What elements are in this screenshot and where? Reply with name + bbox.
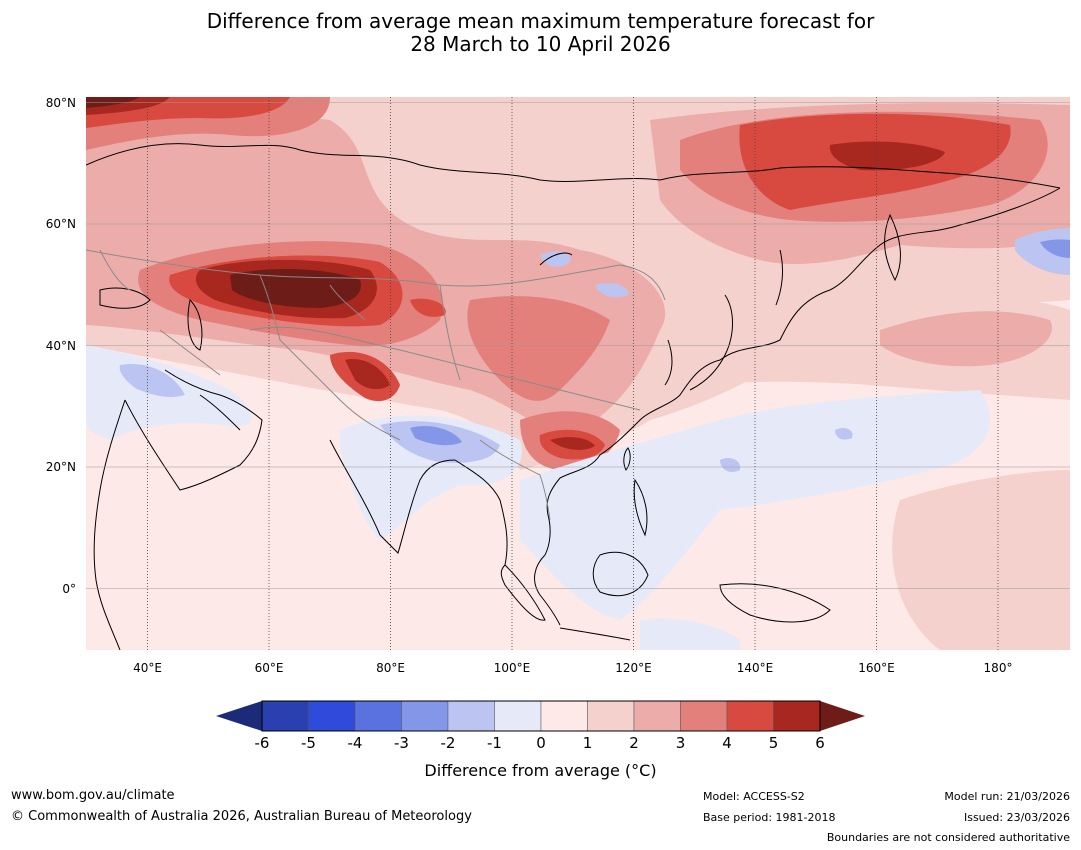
anomaly-region-plus5-siberia — [829, 141, 945, 171]
lon-tick-label: 80°E — [376, 661, 405, 675]
colorbar-extend-low — [216, 701, 262, 731]
footer-model: Model: ACCESS-S2 — [703, 790, 805, 803]
colorbar-segment — [726, 700, 774, 732]
lat-tick-label: 0° — [62, 582, 76, 596]
colorbar-segment — [494, 700, 542, 732]
map-title: Difference from average mean maximum tem… — [0, 10, 1081, 56]
title-line-2: 28 March to 10 April 2026 — [410, 32, 671, 56]
latitude-axis: 80°N 60°N 40°N 20°N 0° — [46, 96, 76, 596]
colorbar-segment — [633, 700, 681, 732]
colorbar-segment — [447, 700, 495, 732]
lat-tick-label: 60°N — [46, 217, 76, 231]
colorbar-tick-label: 2 — [629, 734, 639, 752]
anomaly-region-plus3-china — [467, 296, 610, 401]
colorbar-tick-label: -1 — [487, 734, 502, 752]
lat-tick-label: 40°N — [46, 339, 76, 353]
anomaly-region-plus6-central — [230, 268, 361, 308]
colorbar-segment — [354, 700, 402, 732]
anomaly-region-minus1-indonesia — [640, 618, 740, 650]
colorbar-tick-label: -5 — [301, 734, 316, 752]
lon-tick-label: 40°E — [133, 661, 162, 675]
colorbar-tick-label: 1 — [583, 734, 593, 752]
lon-tick-label: 140°E — [737, 661, 774, 675]
colorbar-extend-high — [820, 701, 865, 731]
colorbar-tick-label: 0 — [536, 734, 546, 752]
anomaly-region-minus2-pacific-2 — [835, 427, 853, 440]
footer-model-run: Model run: 21/03/2026 — [944, 790, 1070, 803]
footer-base-period: Base period: 1981-2018 — [703, 811, 836, 824]
colorbar-tick-label: -4 — [348, 734, 363, 752]
colorbar-frame — [261, 700, 821, 732]
anomaly-region-plus5-southchina — [550, 437, 595, 450]
colorbar-segment — [261, 700, 309, 732]
footer-url[interactable]: www.bom.gov.au/climate — [11, 788, 175, 803]
colorbar-segment — [308, 700, 356, 732]
colorbar-segment — [401, 700, 449, 732]
country-boundaries — [86, 249, 666, 521]
colorbar-tick-label: -6 — [255, 734, 270, 752]
anomaly-region-minus2-mongolia — [540, 251, 571, 267]
lon-tick-label: 180° — [984, 661, 1013, 675]
colorbar-segment — [540, 700, 588, 732]
map-panel — [86, 97, 1070, 650]
colorbar-tick-label: 4 — [722, 734, 732, 752]
anomaly-region-minus2-arabia — [119, 364, 185, 398]
footer-issued: Issued: 23/03/2026 — [963, 811, 1070, 824]
colorbar: -6 -5 -4 -3 -2 -1 0 1 2 3 4 5 6 — [216, 700, 865, 752]
anomaly-region-plus5-himalaya — [345, 359, 390, 390]
colorbar-segment — [680, 700, 728, 732]
lon-tick-label: 160°E — [858, 661, 895, 675]
colorbar-tick-label: -2 — [441, 734, 456, 752]
anomaly-region-minus2-manchuria — [595, 283, 629, 298]
anomaly-region-minus3-india — [410, 425, 462, 446]
latitude-gridlines — [86, 102, 1070, 589]
title-line-1: Difference from average mean maximum tem… — [206, 9, 875, 33]
colorbar-tick-label: 6 — [815, 734, 825, 752]
longitude-gridlines — [147, 97, 999, 650]
lat-tick-label: 80°N — [46, 96, 76, 110]
colorbar-label: Difference from average (°C) — [424, 761, 657, 780]
longitude-axis: 40°E 60°E 80°E 100°E 120°E 140°E 160°E 1… — [133, 661, 1012, 675]
lat-tick-label: 20°N — [46, 460, 76, 474]
colorbar-segment — [773, 700, 821, 732]
colorbar-segment — [587, 700, 635, 732]
anomaly-region-minus2-pacific — [720, 458, 741, 472]
footer-copyright: © Commonwealth of Australia 2026, Austra… — [11, 809, 472, 824]
colorbar-tick-label: 3 — [676, 734, 686, 752]
lon-tick-label: 120°E — [615, 661, 652, 675]
colorbar-tick-label: -3 — [394, 734, 409, 752]
anomaly-region-southpacific — [892, 470, 1070, 650]
lon-tick-label: 60°E — [255, 661, 284, 675]
anomaly-region-pacific-plus2 — [880, 311, 1052, 367]
footer-disclaimer: Boundaries are not considered authoritat… — [826, 831, 1070, 844]
colorbar-tick-label: 5 — [769, 734, 779, 752]
lon-tick-label: 100°E — [494, 661, 531, 675]
anomaly-region-plus4-small — [410, 298, 446, 317]
anomaly-region-minus3-northpacific — [1040, 239, 1070, 258]
